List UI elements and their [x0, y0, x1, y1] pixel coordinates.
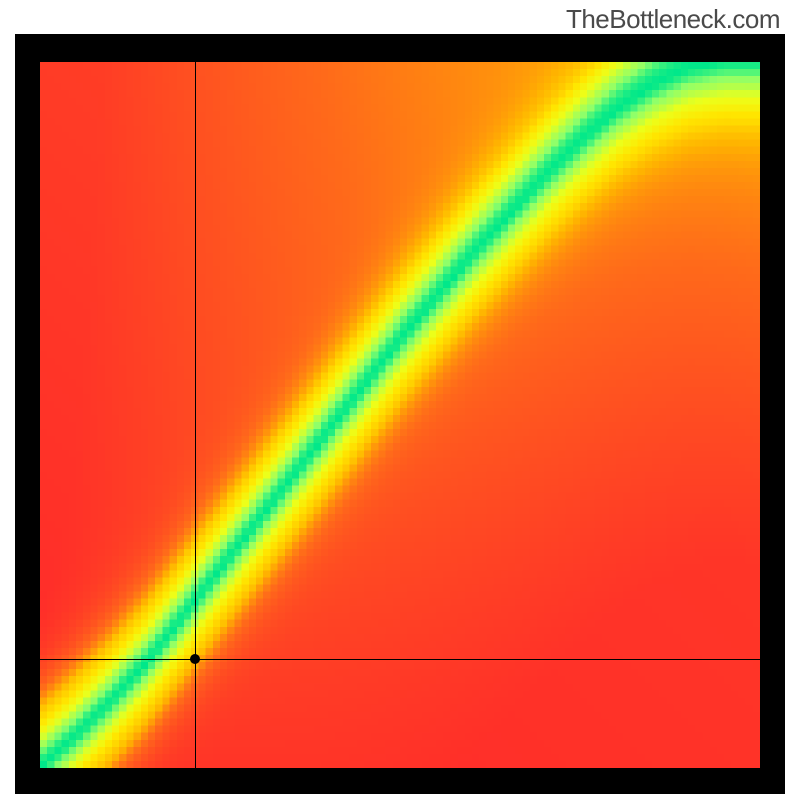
attribution-text: TheBottleneck.com	[566, 4, 780, 35]
crosshair-marker-dot	[190, 654, 200, 664]
heatmap-canvas	[40, 62, 760, 768]
heatmap-plot-area	[40, 62, 760, 768]
crosshair-horizontal	[40, 659, 760, 660]
chart-wrapper: TheBottleneck.com	[0, 0, 800, 800]
